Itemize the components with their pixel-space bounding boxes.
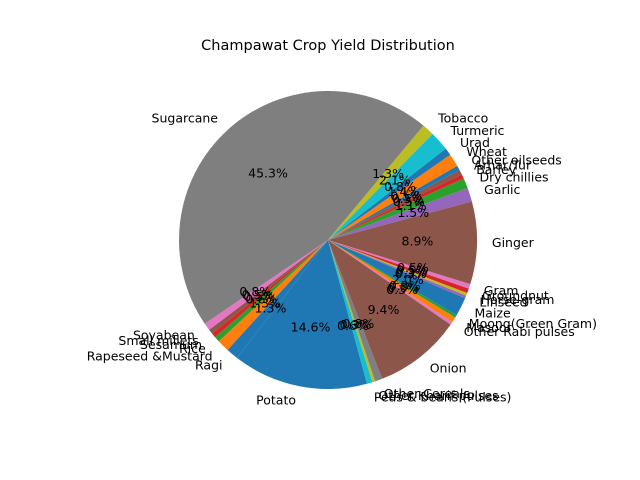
- pie-slice-tobacco: [328, 125, 433, 240]
- slice-label-turmeric: Turmeric: [450, 123, 505, 138]
- slice-label-tobacco: Tobacco: [437, 111, 488, 126]
- pie-slice-wheat: [328, 154, 458, 240]
- pie-slice-linseed: [328, 240, 467, 299]
- slice-label-gram: Gram: [484, 283, 519, 298]
- percent-label-moong-green-gram: 0.3%: [389, 278, 421, 293]
- pie-slice-small-millets: [209, 240, 328, 334]
- percent-label-other-oilseeds: 0.5%: [390, 189, 422, 204]
- pie-slice-urad: [328, 148, 451, 240]
- slice-label-ragi: Ragi: [195, 358, 222, 373]
- percent-label-arhar-tur: 0.5%: [392, 191, 424, 206]
- slice-label-other-oilseeds: Other oilseeds: [471, 153, 561, 168]
- pie-slice-groundnut: [328, 240, 469, 294]
- pie-slice-onion: [328, 240, 451, 379]
- slice-label-sesamum: Sesamum: [140, 337, 202, 352]
- pie-slice-potato: [236, 240, 368, 390]
- pie-slice-other-kharif-pulses: [328, 240, 376, 383]
- slice-label-rapeseed-mustard: Rapeseed &Mustard: [87, 348, 213, 363]
- pie-slices: [179, 91, 477, 390]
- percent-label-dry-chillies: 1.1%: [395, 198, 427, 213]
- pie-slice-barley: [328, 174, 464, 240]
- pie-slice-masoor: [328, 240, 456, 323]
- pie-slice-ginger: [328, 201, 477, 285]
- pie-slice-horse-gram: [328, 240, 468, 296]
- percent-label-maize: 2.0%: [392, 272, 424, 287]
- pie-slice-sesamum: [212, 240, 328, 338]
- pie-slice-arhar-tur: [328, 169, 462, 240]
- pie-slice-other-cereals: [328, 240, 383, 382]
- percent-label-other-rabi-pulses: 0.3%: [386, 282, 418, 297]
- pie-slice-other-oilseeds: [328, 165, 460, 240]
- percent-label-groundnut: 0.5%: [396, 263, 428, 278]
- percent-label-gram: 0.5%: [397, 260, 429, 275]
- percent-label-garlic: 1.5%: [397, 205, 429, 220]
- pie-slice-garlic: [328, 187, 472, 240]
- percent-label-wheat: 1.4%: [388, 184, 420, 199]
- slice-label-maize: Maize: [475, 306, 511, 321]
- pie-slice-peas-beans-pulses: [328, 240, 373, 384]
- percent-label-ginger: 8.9%: [402, 234, 434, 249]
- pie-slice-other-rabi-pulses: [328, 240, 453, 325]
- percent-labels: 1.5%1.1%0.5%0.5%0.5%1.4%0.8%2.1%1.3%45.3…: [239, 166, 433, 335]
- slice-label-groundnut: Groundnut: [482, 288, 549, 303]
- pie-slice-gram: [328, 240, 471, 289]
- percent-label-sesamum: 0.5%: [243, 289, 275, 304]
- slice-label-ginger: Ginger: [492, 235, 535, 250]
- percent-label-potato: 14.6%: [291, 320, 331, 335]
- slice-label-other-cereals: Other Cereals: [384, 386, 470, 401]
- slice-label-potato: Potato: [256, 393, 296, 408]
- pie-slice-moong-green-gram: [328, 240, 457, 318]
- pie-slice-turmeric: [328, 133, 446, 240]
- slice-label-onion: Onion: [430, 361, 467, 376]
- slice-label-moong-green-gram: Moong(Green Gram): [469, 316, 597, 331]
- slice-label-small-millets: Small millets: [118, 333, 198, 348]
- percent-label-masoor: 0.6%: [388, 280, 420, 295]
- pie-slice-dry-chillies: [328, 178, 468, 240]
- chart-title: Champawat Crop Yield Distribution: [201, 38, 455, 54]
- slice-label-dry-chillies: Dry chillies: [480, 170, 549, 185]
- percent-label-tobacco: 1.3%: [372, 166, 404, 181]
- slice-label-rice: Rice: [179, 341, 206, 356]
- percent-label-linseed: 0.3%: [395, 266, 427, 281]
- pie-slice-ragi: [227, 240, 328, 358]
- slice-label-other-kharif-pulses: Other Kharif pulses: [378, 388, 498, 403]
- slice-label-sugarcane: Sugarcane: [152, 111, 219, 126]
- slice-label-barley: Barley: [476, 162, 517, 177]
- slice-label-garlic: Garlic: [484, 182, 520, 197]
- pie-slice-soyabean: [204, 240, 328, 330]
- percent-label-small-millets: 0.5%: [242, 287, 274, 302]
- percent-label-ragi: 1.3%: [255, 300, 287, 315]
- percent-label-barley: 0.5%: [393, 194, 425, 209]
- percent-label-soyabean: 0.8%: [239, 284, 271, 299]
- slice-label-soyabean: Soyabean: [133, 328, 195, 343]
- percent-label-horse-gram: 0.3%: [395, 265, 427, 280]
- percent-label-turmeric: 2.1%: [379, 173, 411, 188]
- percent-label-rice: 0.6%: [246, 292, 278, 307]
- pie-slice-rice: [215, 240, 328, 342]
- percent-label-sugarcane: 45.3%: [248, 166, 288, 181]
- slice-label-horse-gram: Horse-gram: [481, 292, 555, 307]
- pie-slice-maize: [328, 240, 466, 316]
- percent-label-other-cereals: 0.8%: [343, 316, 375, 331]
- pie-slice-rapeseed-mustard: [218, 240, 328, 351]
- percent-label-other-kharif-pulses: 0.3%: [340, 317, 372, 332]
- slice-label-wheat: Wheat: [466, 144, 507, 159]
- percent-label-peas-beans-pulses: 0.6%: [337, 318, 369, 333]
- slice-label-peas-beans-pulses: Peas & beans (Pulses): [374, 389, 512, 404]
- percent-label-urad: 0.8%: [384, 179, 416, 194]
- slice-label-masoor: Masoor: [466, 320, 512, 335]
- slice-label-arhar-tur: Arhar/Tur: [474, 157, 532, 172]
- slice-label-linseed: Linseed: [479, 295, 527, 310]
- percent-label-onion: 9.4%: [368, 302, 400, 317]
- percent-label-rapeseed-mustard: 1.3%: [249, 296, 281, 311]
- slice-label-urad: Urad: [460, 135, 490, 150]
- pie-slice-sugarcane: [179, 91, 424, 324]
- slice-label-other-rabi-pulses: Other Rabi pulses: [464, 324, 575, 339]
